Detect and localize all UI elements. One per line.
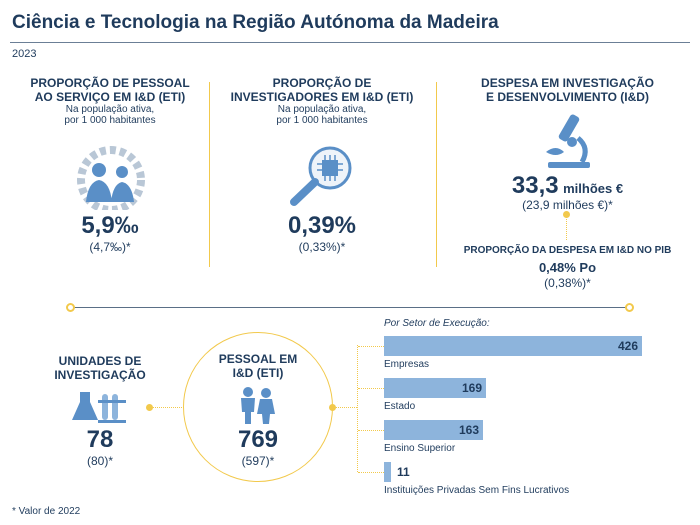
sector-bar: [384, 378, 486, 398]
gdp-share-previous: (0,38%)*: [544, 276, 591, 290]
rd-staff-panel: PESSOAL EM I&D (ETI): [183, 352, 333, 380]
staff-ratio-previous: (4,7‰)*: [89, 240, 131, 254]
rd-expenditure-heading-line2: E DESENVOLVIMENTO (I&D): [486, 90, 649, 104]
sector-bar-value: 11: [397, 465, 410, 479]
footnote: * Valor de 2022: [12, 506, 81, 517]
rd-staff-previous: (597)*: [241, 454, 275, 468]
divider-2: [436, 82, 437, 267]
sector-bar-label: Instituições Privadas Sem Fins Lucrativo…: [384, 485, 570, 496]
divider-1: [209, 82, 210, 267]
year-label: 2023: [12, 48, 37, 60]
separator-dot-right: [625, 303, 634, 312]
chart-bracket-tick: [358, 388, 384, 389]
researchers-ratio-previous: (0,33%)*: [298, 240, 346, 254]
rd-staff-heading-line1: PESSOAL EM: [218, 352, 298, 366]
rd-staff-value: 769: [237, 426, 279, 453]
researchers-ratio-panel: PROPORÇÃO DE INVESTIGADORES EM I&D (ETI)…: [222, 76, 422, 126]
chart-bracket-tick: [358, 472, 384, 473]
research-units-value: 78: [86, 426, 114, 453]
title-divider: [10, 42, 690, 43]
sector-bar: [384, 420, 483, 440]
researchers-ratio-sub-line1: Na população ativa,: [277, 104, 367, 115]
staff-ratio-value: 5,9‰: [81, 212, 139, 239]
sector-bar: [384, 462, 391, 482]
units-staff-connector: [150, 407, 184, 408]
rd-expenditure-panel: DESPESA EM INVESTIGAÇÃO E DESENVOLVIMENT…: [455, 76, 680, 104]
gdp-share-value: 0,48% Po: [538, 260, 597, 275]
gdp-share-heading: PROPORÇÃO DA DESPESA EM I&D NO PIB: [463, 245, 672, 256]
sector-bar-label: Ensino Superior: [384, 443, 456, 454]
rd-expenditure-value: 33,3: [511, 172, 559, 199]
researchers-ratio-value: 0,39%: [287, 212, 357, 239]
chart-bracket-tick: [358, 346, 384, 347]
rd-expenditure-unit: milhões €: [563, 181, 624, 196]
staff-ratio-panel: PROPORÇÃO DE PESSOAL AO SERVIÇO EM I&D (…: [20, 76, 200, 126]
section-separator: [70, 307, 630, 308]
gdp-connector: [566, 214, 567, 240]
people-gear-icon: [66, 140, 156, 214]
staff-ratio-heading-line1: PROPORÇÃO DE PESSOAL: [30, 76, 190, 90]
sector-bar-label: Estado: [384, 401, 416, 412]
magnifier-chip-icon: [282, 140, 362, 210]
page-title: Ciência e Tecnologia na Região Autónoma …: [12, 12, 499, 33]
gdp-connector-dot: [563, 211, 570, 218]
researchers-ratio-sub-line2: por 1 000 habitantes: [276, 115, 368, 126]
staff-ratio-sub-line2: por 1 000 habitantes: [64, 115, 156, 126]
people-icon: [232, 386, 282, 426]
separator-dot-left: [66, 303, 75, 312]
sector-chart-title: Por Setor de Execução:: [384, 318, 490, 329]
researchers-ratio-heading-line2: INVESTIGADORES EM I&D (ETI): [230, 90, 414, 104]
research-units-heading-line2: INVESTIGAÇÃO: [54, 368, 146, 382]
rd-expenditure-heading-line1: DESPESA EM INVESTIGAÇÃO: [481, 76, 654, 90]
research-units-previous: (80)*: [86, 454, 113, 468]
chart-bracket-tick: [358, 430, 384, 431]
staff-connector-dot: [329, 404, 336, 411]
rd-expenditure-value-row: 33,3 milhões €: [455, 172, 680, 200]
sector-bar-label: Empresas: [384, 359, 430, 370]
research-units-panel: UNIDADES DE INVESTIGAÇÃO: [40, 354, 160, 382]
sector-bar: [384, 336, 642, 356]
staff-chart-connector: [333, 407, 357, 408]
chart-bracket: [357, 345, 358, 472]
sector-bar-chart: 426 Empresas 169 Estado 163 Ensino Superior 11…: [358, 334, 658, 496]
sector-bar-value: 169: [461, 381, 482, 395]
research-units-heading-line1: UNIDADES DE: [58, 354, 142, 368]
researchers-ratio-heading-line1: PROPORÇÃO DE: [272, 76, 372, 90]
rd-expenditure-previous: (23,9 milhões €)*: [522, 198, 613, 212]
units-connector-dot: [146, 404, 153, 411]
rd-staff-heading-line2: I&D (ETI): [232, 366, 284, 380]
microscope-icon: [538, 108, 598, 170]
sector-bar-value: 426: [617, 339, 638, 353]
sector-bar-value: 163: [458, 423, 479, 437]
lab-flask-icon: [72, 388, 128, 424]
staff-ratio-sub-line1: Na população ativa,: [65, 104, 155, 115]
staff-ratio-heading-line2: AO SERVIÇO EM I&D (ETI): [34, 90, 186, 104]
